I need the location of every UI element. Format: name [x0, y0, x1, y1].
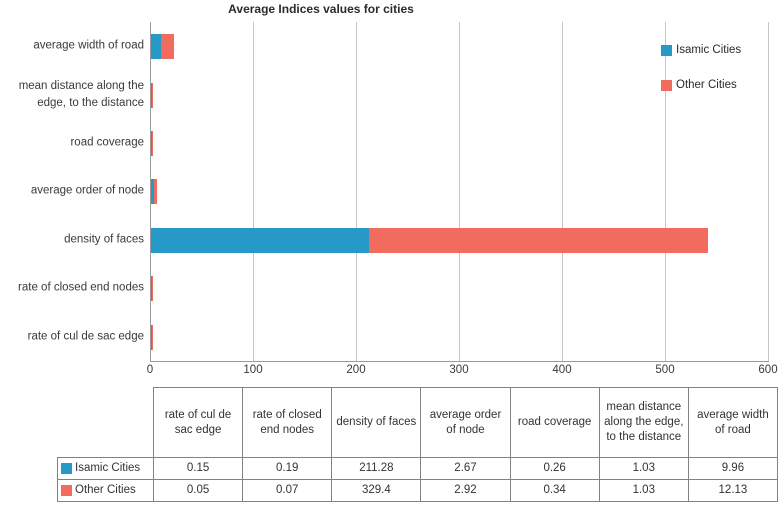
bar-segment-isamic	[151, 228, 369, 253]
x-tick-label: 600	[758, 364, 778, 376]
legend-item: Isamic Cities	[661, 44, 741, 56]
table-cell: 2.92	[420, 479, 511, 502]
bar-row	[151, 83, 154, 108]
table-cell: 9.96	[687, 457, 779, 480]
bar-segment-isamic	[151, 179, 154, 204]
category-label: rate of closed end nodes	[18, 281, 144, 294]
table-cell: 0.34	[509, 479, 600, 502]
bar-segment-isamic	[151, 131, 152, 156]
table-header-cell: road coverage	[509, 387, 600, 458]
table-cell: 0.07	[242, 479, 333, 502]
bar-segment-other	[368, 228, 708, 253]
table-cell: 2.67	[420, 457, 511, 480]
gridline-500	[665, 22, 666, 361]
bar-row	[151, 179, 157, 204]
table-cell: 211.28	[331, 457, 422, 480]
gridline-600	[768, 22, 769, 361]
bar-row	[151, 276, 153, 301]
row-color-swatch-icon	[61, 485, 72, 496]
table-corner-cell	[58, 388, 154, 458]
bar-segment-other	[152, 83, 154, 108]
gridline-100	[253, 22, 254, 361]
gridline-400	[562, 22, 563, 361]
bar-segment-isamic	[151, 276, 152, 301]
row-label-cell: Other Cities	[57, 479, 154, 502]
row-label-cell: Isamic Cities	[57, 457, 154, 480]
data-table: rate of cul de sac edge rate of closed e…	[57, 387, 779, 502]
x-axis-line	[150, 361, 769, 362]
bar-segment-other	[151, 131, 153, 156]
category-label: road coverage	[70, 136, 144, 149]
table-cell: 1.03	[598, 479, 689, 502]
table-header-cell: rate of cul de sac edge	[152, 387, 244, 458]
bar-row	[151, 131, 153, 156]
row-color-swatch-icon	[61, 463, 72, 474]
gridline-200	[356, 22, 357, 361]
table-cell: 329.4	[331, 479, 422, 502]
bar-row	[151, 228, 708, 253]
table-cell: 0.19	[242, 457, 333, 480]
category-label: density of faces	[64, 233, 144, 246]
gridline-300	[459, 22, 460, 361]
legend-label: Other Cities	[676, 79, 737, 91]
table-header-cell: rate of closed end nodes	[242, 387, 333, 458]
chart-title: Average Indices values for cities	[228, 2, 414, 16]
x-tick-label: 200	[346, 364, 366, 376]
table-cell: 0.05	[152, 479, 244, 502]
y-axis-line	[150, 22, 151, 361]
bar-segment-other	[161, 34, 174, 59]
table-cell: 12.13	[687, 479, 779, 502]
bar-segment-other	[151, 325, 153, 350]
table-row: Other Cities 0.05 0.07 329.4 2.92 0.34 1…	[57, 479, 779, 502]
category-label: average order of node	[30, 184, 144, 197]
table-cell: 0.15	[152, 457, 244, 480]
bar-segment-other	[151, 276, 153, 301]
x-tick-label: 500	[655, 364, 675, 376]
bar-segment-isamic	[151, 325, 152, 350]
legend-item: Other Cities	[661, 79, 737, 91]
bar-row	[151, 34, 174, 59]
x-tick-label: 100	[243, 364, 263, 376]
row-label: Other Cities	[75, 484, 136, 497]
legend-label: Isamic Cities	[676, 44, 742, 56]
table-header-cell: density of faces	[331, 387, 422, 458]
category-label: average width of road	[33, 39, 144, 52]
category-label: mean distance along the edge, to the dis…	[18, 79, 144, 109]
x-tick-label: 300	[449, 364, 469, 376]
table-cell: 0.26	[509, 457, 600, 480]
category-label: rate of cul de sac edge	[27, 330, 144, 343]
table-header-cell: average width of road	[687, 387, 779, 458]
bar-segment-other	[153, 179, 157, 204]
bar-segment-isamic	[151, 34, 162, 59]
table-header-cell: mean distance along the edge, to the dis…	[598, 387, 689, 458]
x-tick-label: 400	[552, 364, 572, 376]
row-label: Isamic Cities	[75, 462, 141, 475]
bar-row	[151, 325, 153, 350]
table-row: Isamic Cities 0.15 0.19 211.28 2.67 0.26…	[57, 457, 779, 480]
x-tick-label: 0	[146, 364, 154, 376]
table-header-row: rate of cul de sac edge rate of closed e…	[58, 387, 779, 458]
legend-color-swatch-icon	[661, 44, 672, 56]
bar-segment-isamic	[151, 83, 153, 108]
table-cell: 1.03	[598, 457, 689, 480]
legend-color-swatch-icon	[661, 79, 672, 91]
table-header-cell: average order of node	[420, 387, 511, 458]
